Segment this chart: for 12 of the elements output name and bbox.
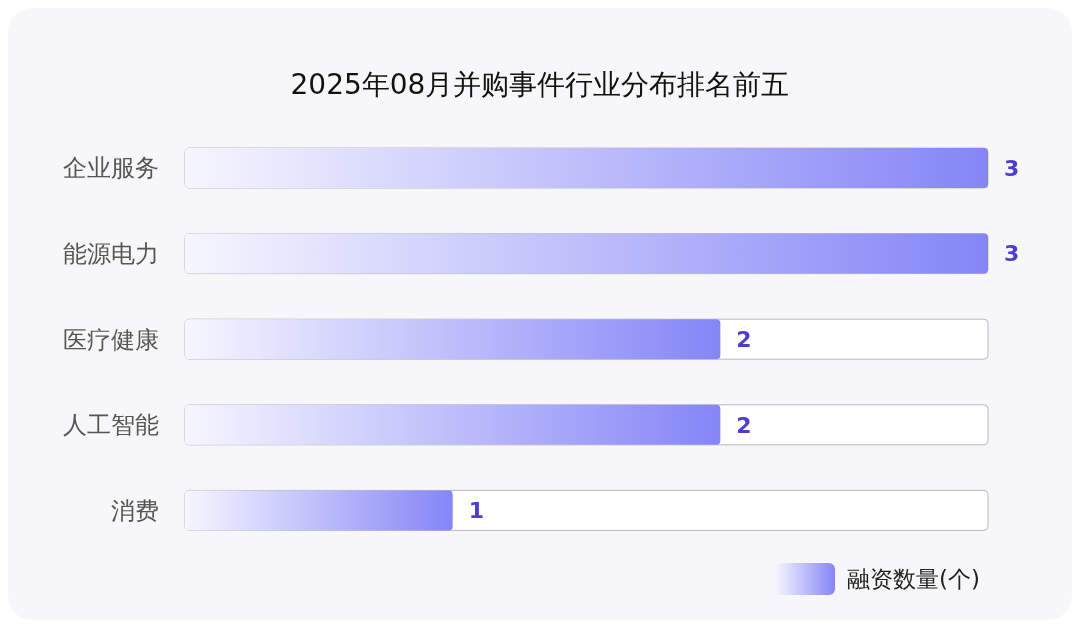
data-label: 1 (468, 498, 484, 524)
legend-label: 融资数量(个) (847, 564, 980, 594)
data-label: 3 (1004, 241, 1020, 267)
y-tick-label: 人工智能 (63, 411, 159, 440)
y-tick-label: 企业服务 (63, 154, 159, 183)
y-tick-label: 医疗健康 (63, 325, 159, 354)
data-label: 3 (1004, 155, 1020, 181)
data-label: 2 (736, 327, 752, 353)
data-label: 2 (736, 412, 752, 438)
y-tick-label: 能源电力 (63, 239, 159, 268)
chart-title: 2025年08月并购事件行业分布排名前五 (289, 67, 791, 103)
y-tick-label: 消费 (111, 496, 159, 525)
